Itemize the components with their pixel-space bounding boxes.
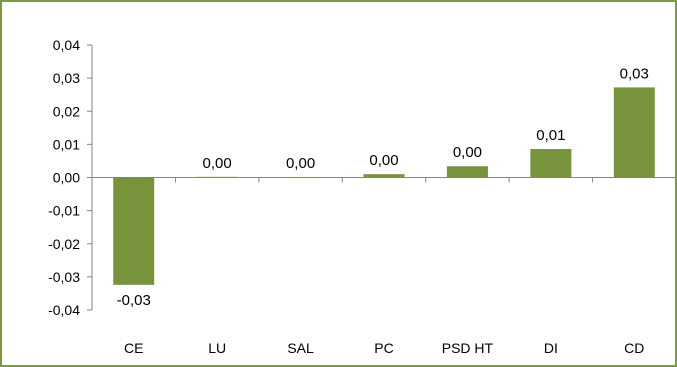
y-tick-label: 0,02 [53,103,80,119]
y-tick-label: -0,02 [48,236,80,252]
data-label: 0,00 [453,144,482,161]
bar-psd-ht [446,166,488,178]
bar-di [530,149,572,178]
y-tick-label: 0,01 [53,136,80,152]
y-tick-label: -0,04 [48,302,80,318]
x-tick-label: PSD HT [442,340,494,356]
x-tick-label: CE [124,340,143,356]
label-layer: 0,04 0,03 0,02 0,01 0,00 -0,01 -0,02 -0,03 -0,04… [48,37,649,356]
y-tick-label: 0,03 [53,70,80,86]
x-tick-label: SAL [287,340,314,356]
x-tick-label: LU [208,340,226,356]
bar-pc [363,174,405,178]
data-label: 0,00 [369,152,398,169]
bar-cd [613,87,655,178]
y-tick-label: 0,00 [53,170,80,186]
data-label: 0,01 [536,127,565,144]
data-label: 0,00 [203,155,232,172]
x-tick-label: DI [544,340,558,356]
bar-ce [113,177,155,285]
data-label: 0,00 [286,155,315,172]
bar-series [113,87,655,285]
x-tick-label: CD [624,340,644,356]
data-label: 0,03 [620,65,649,82]
bar-lu [196,176,238,178]
y-tick-label: 0,04 [53,37,80,53]
data-label: -0,03 [117,292,151,309]
x-tick-label: PC [374,340,393,356]
y-tick-label: -0,03 [48,269,80,285]
y-tick-label: -0,01 [48,203,80,219]
